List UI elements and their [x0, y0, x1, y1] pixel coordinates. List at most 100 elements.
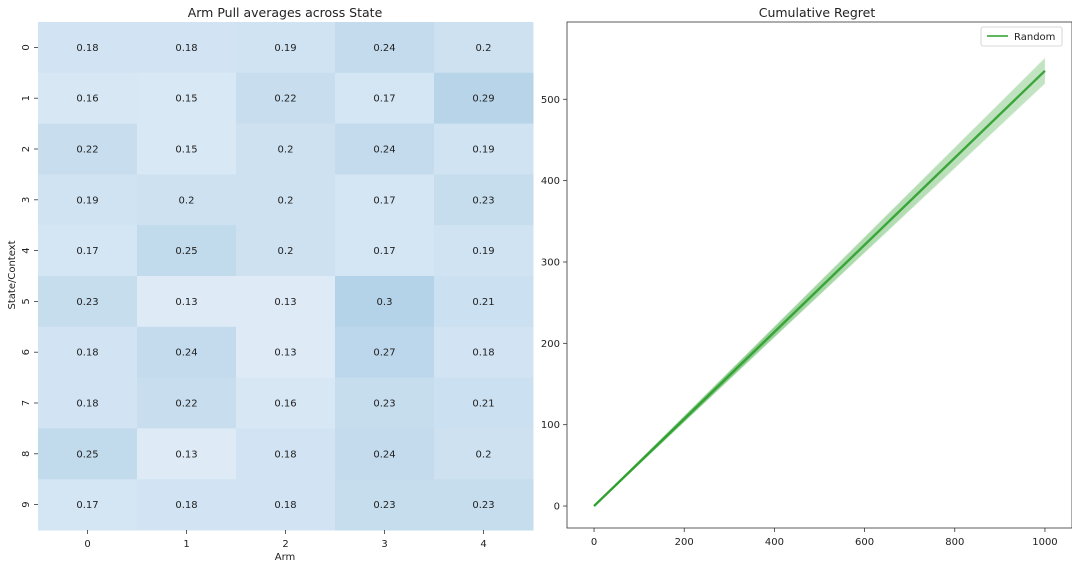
heatmap-cell-label: 0.2 — [476, 449, 492, 460]
heatmap-cell-label: 0.3 — [377, 297, 393, 308]
regret-lines — [593, 58, 1046, 507]
line-x-tick-label: 600 — [855, 537, 874, 548]
heatmap-cell-label: 0.2 — [278, 145, 294, 156]
heatmap-cell — [335, 377, 435, 429]
heatmap-cell-label: 0.19 — [76, 195, 98, 206]
heatmap-cell-label: 0.18 — [76, 43, 98, 54]
heatmap-cell — [38, 276, 138, 328]
heatmap-cell — [38, 174, 138, 226]
heatmap-y-tick-label: 3 — [21, 197, 32, 203]
heatmap-cell — [434, 123, 534, 175]
heatmap-cell — [137, 326, 237, 379]
heatmap-y-tick-label: 6 — [21, 349, 32, 355]
heatmap-cell — [137, 225, 237, 277]
heatmap-cell-label: 0.17 — [373, 94, 395, 105]
heatmap-cell-label: 0.18 — [175, 500, 197, 511]
heatmap-cell-label: 0.18 — [76, 348, 98, 359]
heatmap-cell — [335, 174, 435, 226]
heatmap-cell — [38, 326, 138, 379]
heatmap-cell — [137, 22, 237, 74]
heatmap-y-tick-label: 2 — [21, 146, 32, 152]
regret-trace — [593, 80, 1046, 507]
heatmap-cell-label: 0.17 — [373, 246, 395, 257]
line-x-tick-label: 800 — [945, 537, 964, 548]
heatmap-cell-label: 0.2 — [179, 195, 195, 206]
heatmap-cell — [137, 479, 237, 531]
heatmap-cell-label: 0.29 — [472, 94, 494, 105]
regret-mean-line — [593, 69, 1046, 507]
heatmap-x-tick-label: 3 — [381, 539, 387, 550]
heatmap-cell-label: 0.23 — [76, 297, 98, 308]
heatmap-cell-label: 0.15 — [175, 94, 197, 105]
heatmap-cell — [434, 22, 534, 74]
heatmap-title: Arm Pull averages across State — [188, 5, 383, 20]
heatmap-cell-label: 0.16 — [274, 399, 296, 410]
line-x-tick-label: 200 — [675, 537, 694, 548]
heatmap-x-ticks: 0 1 2 3 4 — [84, 530, 487, 550]
heatmap-cell — [434, 326, 534, 379]
heatmap-cell-label: 0.13 — [175, 297, 197, 308]
heatmap-cell-label: 0.18 — [76, 399, 98, 410]
heatmap-cell — [236, 72, 336, 125]
heatmap-cell-label: 0.16 — [76, 94, 98, 105]
regret-trace — [593, 59, 1046, 507]
heatmap-cell — [434, 479, 534, 531]
heatmap-cell — [38, 22, 138, 74]
heatmap-x-axis-label: Arm — [275, 552, 296, 563]
heatmap-cell — [236, 225, 336, 277]
plot-frame — [566, 21, 1072, 529]
heatmap-cell — [137, 123, 237, 175]
heatmap-cell — [434, 276, 534, 328]
heatmap-panel: Arm Pull averages across State 0.18 0.18 0… — [7, 5, 534, 563]
legend-box — [980, 26, 1063, 47]
heatmap-y-tick-label: 9 — [21, 501, 32, 507]
line-x-tick-label: 400 — [765, 537, 784, 548]
heatmap-cell — [335, 428, 435, 480]
heatmap-cell-label: 0.22 — [274, 94, 296, 105]
heatmap-x-tick-label: 2 — [282, 539, 288, 550]
heatmap-cell — [335, 123, 435, 175]
heatmap-cell — [137, 377, 237, 429]
heatmap-cell-label: 0.13 — [274, 297, 296, 308]
heatmap-y-ticks: 0 1 2 3 4 5 6 7 8 9 — [21, 44, 38, 508]
heatmap-cell — [236, 428, 336, 480]
heatmap-cell-label: 0.23 — [472, 500, 494, 511]
legend-label-random: Random — [1014, 32, 1055, 43]
line-panel: Cumulative Regret 0 200 400 600 800 1000 0 100… — [541, 5, 1072, 548]
heatmap-cell-label: 0.25 — [76, 449, 98, 460]
heatmap-cell-label: 0.2 — [278, 195, 294, 206]
heatmap-cell — [236, 377, 336, 429]
heatmap-cell — [335, 479, 435, 531]
heatmap-cell — [38, 377, 138, 429]
heatmap-cell-label: 0.2 — [278, 246, 294, 257]
heatmap-cell-label: 0.21 — [472, 297, 494, 308]
heatmap-cell-label: 0.24 — [373, 43, 395, 54]
heatmap-cell-label: 0.25 — [175, 246, 197, 257]
heatmap-cell-label: 0.27 — [373, 348, 395, 359]
heatmap-cell — [137, 428, 237, 480]
line-chart-title: Cumulative Regret — [759, 5, 876, 20]
heatmap-cell-label: 0.18 — [472, 348, 494, 359]
line-y-tick-label: 100 — [541, 420, 560, 431]
heatmap-cell — [38, 225, 138, 277]
heatmap-y-tick-label: 1 — [21, 95, 32, 101]
heatmap-cell-label: 0.22 — [175, 399, 197, 410]
legend: Random — [980, 26, 1063, 47]
heatmap-x-tick-label: 4 — [480, 539, 486, 550]
line-y-tick-label: 400 — [541, 176, 560, 187]
line-x-ticks: 0 200 400 600 800 1000 — [591, 528, 1058, 548]
heatmap-cell — [335, 22, 435, 74]
heatmap-cell-label: 0.23 — [373, 500, 395, 511]
heatmap-cell-label: 0.13 — [274, 348, 296, 359]
heatmap-x-tick-label: 0 — [84, 539, 90, 550]
heatmap-cell — [236, 174, 336, 226]
heatmap-cell-label: 0.18 — [175, 43, 197, 54]
heatmap-cell — [38, 123, 138, 175]
heatmap-cell — [236, 479, 336, 531]
heatmap-y-tick-label: 5 — [21, 298, 32, 304]
regret-band — [594, 58, 1045, 507]
heatmap-cell — [434, 72, 534, 125]
heatmap-cell — [38, 479, 138, 531]
line-y-tick-label: 500 — [541, 95, 560, 106]
